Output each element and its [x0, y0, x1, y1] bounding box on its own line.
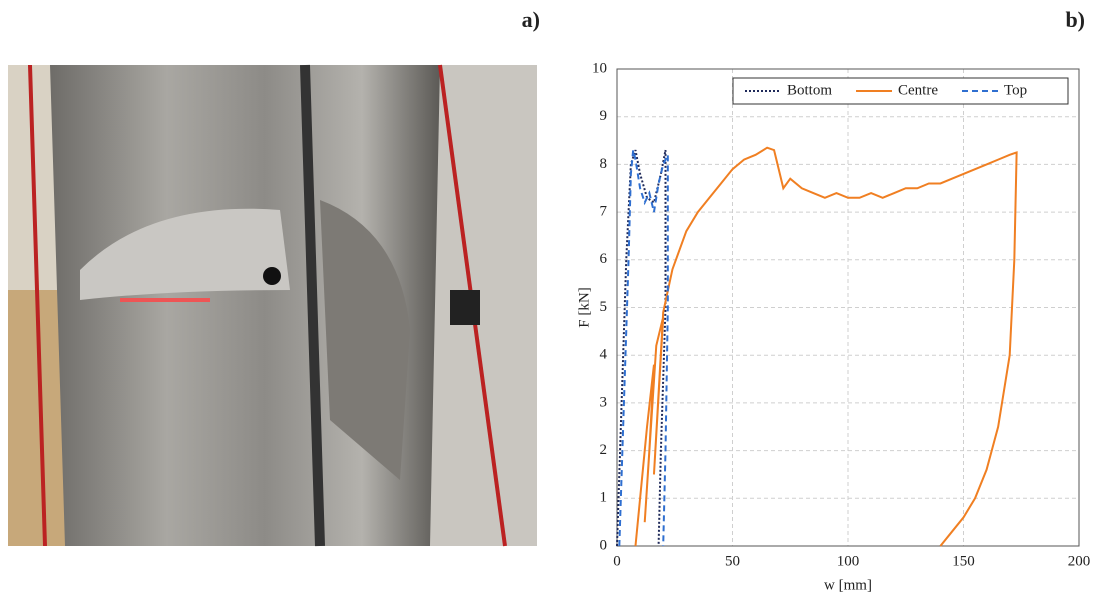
y-tick-label: 8: [600, 156, 608, 172]
photo: [8, 64, 537, 547]
y-tick-label: 1: [600, 490, 608, 506]
legend-label: Centre: [898, 82, 938, 98]
x-tick-label: 200: [1068, 553, 1091, 569]
x-tick-label: 150: [952, 553, 975, 569]
x-tick-label: 50: [725, 553, 740, 569]
y-tick-label: 4: [600, 347, 608, 363]
y-tick-label: 7: [600, 204, 608, 220]
y-tick-label: 10: [592, 60, 607, 76]
y-tick-label: 2: [600, 442, 608, 458]
legend-box: [732, 77, 1069, 105]
x-tick-label: 0: [613, 553, 621, 569]
plot-frame: [616, 68, 1080, 547]
y-tick-label: 3: [600, 394, 608, 410]
legend-label: Bottom: [787, 82, 832, 98]
y-tick-label: 0: [600, 537, 608, 553]
y-axis-label: F [kN]: [576, 287, 592, 327]
x-tick-label: 100: [837, 553, 860, 569]
y-tick-label: 9: [600, 108, 608, 124]
x-axis-label: w [mm]: [824, 577, 872, 593]
y-tick-label: 6: [600, 251, 608, 267]
data-line: [616, 149, 667, 547]
y-tick-label: 5: [600, 299, 608, 315]
legend-label: Top: [1004, 82, 1027, 98]
panel-label: b): [1065, 7, 1085, 32]
data-line: [618, 149, 669, 547]
panel-label: a): [522, 7, 540, 32]
data-line: [634, 146, 1018, 547]
